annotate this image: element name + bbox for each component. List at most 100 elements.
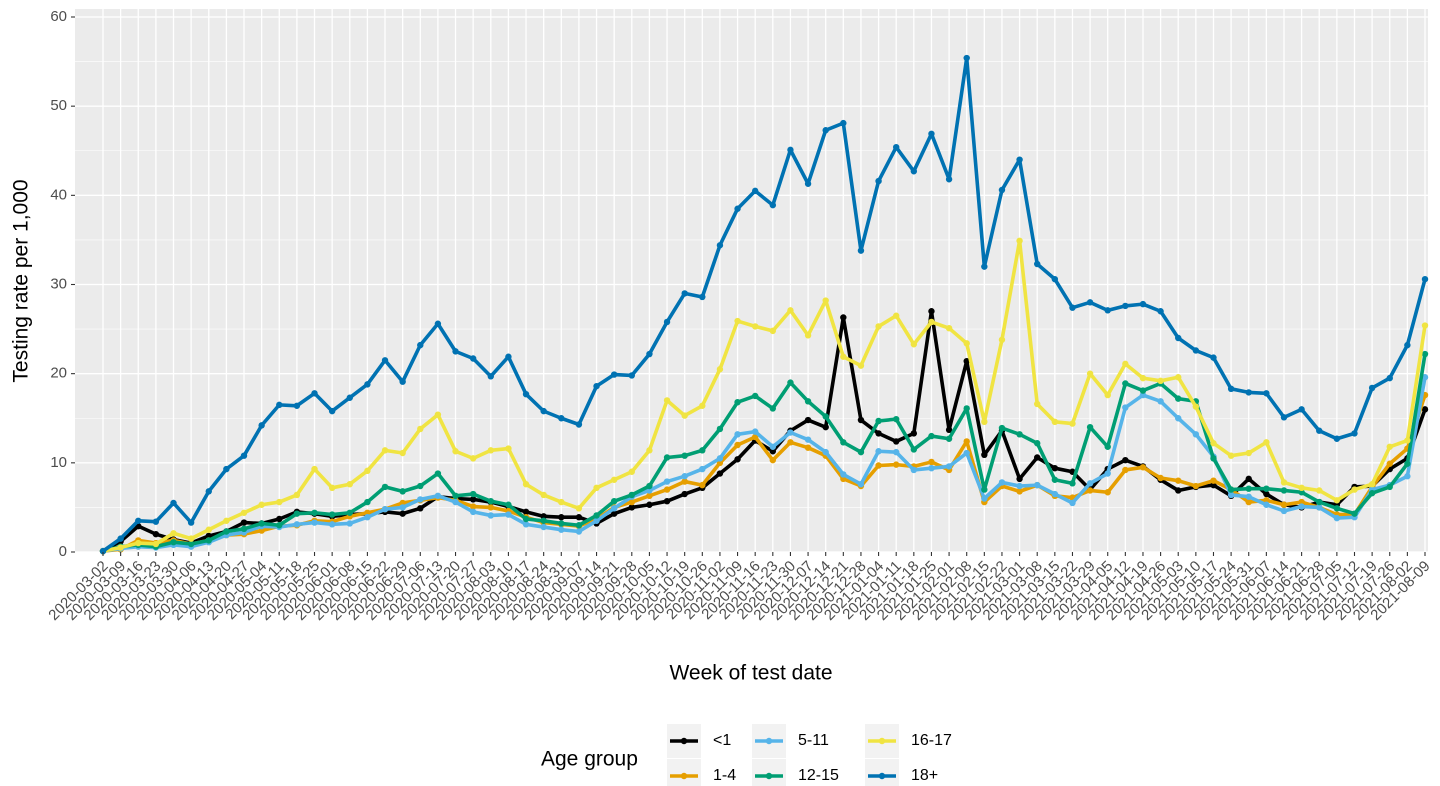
grid	[75, 9, 1428, 553]
legend-key	[865, 759, 899, 786]
data-point	[258, 520, 265, 527]
data-point	[981, 263, 988, 270]
data-point	[1086, 423, 1094, 431]
legend-label: <1	[713, 732, 731, 749]
data-point	[1421, 322, 1429, 329]
data-point	[840, 119, 847, 127]
data-point	[558, 514, 565, 521]
data-point	[699, 447, 706, 454]
data-point	[910, 430, 918, 437]
data-point	[1192, 347, 1200, 354]
data-point	[276, 515, 283, 523]
data-point	[804, 416, 812, 424]
data-point	[417, 341, 424, 349]
data-point	[628, 504, 635, 511]
data-point	[346, 520, 353, 527]
panel-background	[75, 9, 1428, 552]
data-point	[364, 514, 371, 521]
data-point	[646, 482, 653, 490]
data-point	[399, 510, 406, 517]
data-point	[734, 205, 741, 212]
data-point	[540, 407, 547, 415]
data-point	[399, 504, 406, 511]
data-point	[875, 323, 882, 330]
data-point	[910, 466, 918, 474]
data-point	[646, 501, 653, 508]
data-point	[769, 443, 777, 450]
data-point	[1016, 475, 1023, 483]
data-point	[1386, 460, 1393, 467]
data-point	[381, 506, 389, 513]
data-point	[1227, 452, 1235, 459]
data-point	[99, 547, 107, 555]
data-point	[893, 448, 900, 456]
data-point	[1051, 490, 1059, 498]
data-point	[399, 488, 406, 495]
data-point	[1139, 300, 1147, 308]
data-point	[540, 523, 547, 531]
series-line	[102, 376, 1427, 553]
data-point	[945, 324, 953, 332]
data-point	[963, 340, 970, 347]
data-point	[1263, 490, 1270, 498]
data-point	[787, 307, 794, 314]
data-point	[734, 441, 741, 449]
data-point	[716, 455, 724, 462]
data-point	[1368, 481, 1376, 488]
data-point	[716, 425, 724, 433]
data-point	[1227, 491, 1235, 499]
data-point	[293, 521, 301, 528]
data-point	[575, 522, 583, 529]
data-point	[1333, 435, 1341, 442]
data-point	[1122, 302, 1129, 310]
data-point	[1016, 482, 1023, 490]
data-point	[998, 336, 1006, 343]
data-point	[1086, 370, 1094, 377]
data-point	[1192, 403, 1200, 410]
data-point	[1122, 456, 1129, 464]
data-point	[434, 411, 442, 418]
data-point	[1263, 439, 1270, 446]
legend-label: 18+	[911, 767, 938, 784]
data-point	[1034, 481, 1041, 489]
legend-dot	[878, 772, 886, 780]
data-point	[1192, 431, 1200, 438]
data-point	[1280, 487, 1288, 494]
data-point	[875, 430, 882, 437]
data-point	[893, 143, 900, 151]
data-point	[1139, 464, 1147, 471]
data-point	[751, 323, 759, 330]
data-point	[152, 540, 160, 548]
data-point	[840, 353, 847, 360]
data-point	[364, 509, 371, 516]
data-point	[417, 425, 424, 433]
data-point	[152, 518, 160, 525]
data-point	[1086, 299, 1094, 306]
data-point	[399, 449, 406, 457]
data-point	[751, 428, 759, 435]
data-point	[822, 423, 829, 431]
data-point	[487, 447, 494, 454]
data-point	[663, 486, 671, 493]
data-point	[1245, 449, 1252, 457]
data-point	[928, 308, 935, 315]
data-point	[1175, 415, 1182, 422]
data-point	[787, 439, 794, 446]
data-point	[628, 491, 635, 499]
data-point	[1210, 477, 1217, 484]
data-point	[787, 379, 794, 386]
data-point	[1298, 498, 1305, 506]
data-point	[1386, 443, 1393, 450]
data-point	[399, 499, 406, 507]
data-point	[1421, 350, 1429, 358]
data-point	[1404, 341, 1411, 349]
data-point	[205, 526, 212, 533]
data-point	[1139, 387, 1147, 394]
data-point	[769, 327, 777, 335]
data-point	[558, 526, 565, 533]
data-point	[681, 478, 688, 485]
data-point	[963, 54, 970, 62]
data-point	[751, 433, 759, 441]
data-point	[1104, 307, 1111, 314]
data-point	[928, 432, 935, 440]
